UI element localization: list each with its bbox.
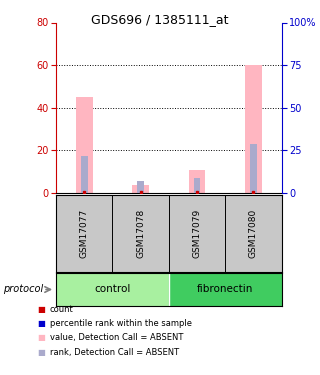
Bar [188,170,205,193]
Bar [194,178,200,193]
Text: rank, Detection Call = ABSENT: rank, Detection Call = ABSENT [50,348,179,357]
Bar [132,184,149,193]
Text: GDS696 / 1385111_at: GDS696 / 1385111_at [91,13,229,26]
Text: count: count [50,305,73,314]
Bar [137,181,144,193]
Text: GSM17079: GSM17079 [193,209,202,258]
Text: ■: ■ [38,305,45,314]
Bar [56,273,169,306]
Text: percentile rank within the sample: percentile rank within the sample [50,319,192,328]
Text: value, Detection Call = ABSENT: value, Detection Call = ABSENT [50,333,183,342]
Bar [169,273,282,306]
Bar [245,65,262,193]
Text: fibronectin: fibronectin [197,284,253,294]
Text: GSM17077: GSM17077 [80,209,89,258]
Text: ■: ■ [38,333,45,342]
Text: GSM17078: GSM17078 [136,209,145,258]
Text: ■: ■ [38,319,45,328]
Text: ■: ■ [38,348,45,357]
Text: GSM17080: GSM17080 [249,209,258,258]
Bar [81,156,88,193]
Bar [250,144,257,193]
Bar [76,97,93,193]
Text: protocol: protocol [3,285,44,294]
Text: control: control [94,284,131,294]
